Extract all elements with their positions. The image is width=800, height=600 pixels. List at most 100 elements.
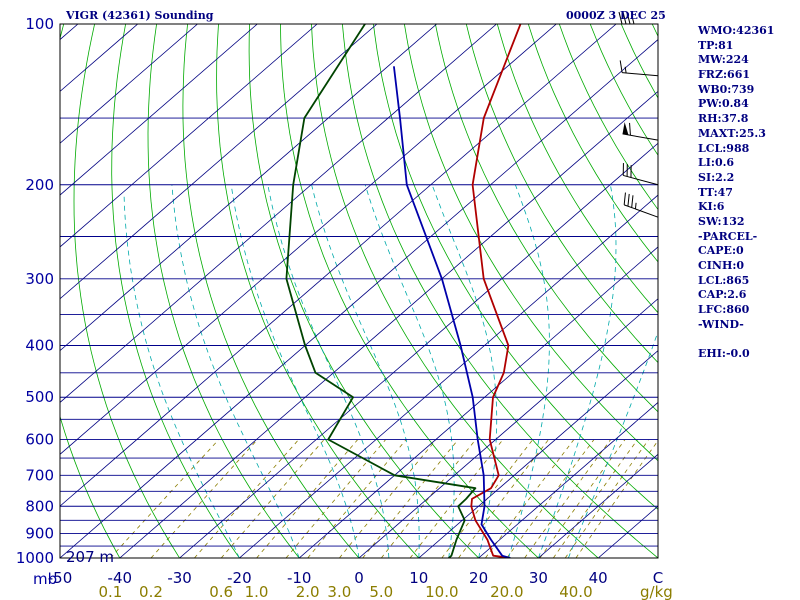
index-item: WMO:42361 — [698, 24, 775, 37]
dry-adiabat — [111, 24, 240, 558]
index-item: PW:0.84 — [698, 97, 749, 111]
index-item: CAP:2.6 — [698, 288, 747, 302]
dry-adiabat — [373, 24, 658, 510]
isotherm — [60, 24, 378, 300]
wind-barb — [623, 192, 659, 218]
isotherm — [358, 298, 658, 558]
station-title: VIGR (42361) Sounding — [66, 9, 214, 22]
index-item: -WIND- — [698, 317, 744, 331]
isotherm — [60, 39, 658, 558]
dewpoint-profile — [285, 24, 477, 558]
pressure-tick-label: 800 — [25, 497, 54, 515]
isotherm — [0, 24, 18, 558]
mixing-ratio-line — [485, 439, 575, 558]
mixing-ratio-line — [458, 439, 549, 558]
index-item: LFC:860 — [698, 303, 750, 317]
wind-barb-staff — [622, 72, 659, 77]
wind-barb-full — [631, 195, 634, 208]
isotherm — [60, 24, 557, 455]
dry-adiabat — [404, 24, 658, 462]
plot-frame — [59, 23, 659, 559]
mixing-ratio-line — [524, 439, 612, 558]
surface-height-label: 207 m — [66, 548, 114, 566]
moist-adiabat — [538, 184, 617, 558]
temperature-tick-label: C — [653, 569, 663, 587]
isotherm — [418, 350, 658, 558]
dry-adiabat — [527, 24, 658, 263]
mixing-ratio-line — [150, 439, 258, 558]
dry-adiabat — [73, 24, 181, 558]
pressure-tick-label: 700 — [25, 466, 54, 484]
mixing-ratio-tick-label: 3.0 — [327, 583, 351, 600]
isotherm — [538, 453, 658, 558]
temperature-tick-label: -40 — [108, 569, 133, 587]
pressure-tick-label: 500 — [25, 388, 54, 406]
index-item: RH:37.8 — [698, 112, 749, 126]
background-grid — [0, 24, 800, 569]
wind-barb — [619, 60, 659, 77]
isotherm — [60, 24, 617, 507]
wind-barb-pennant — [622, 122, 629, 135]
wind-barb-half — [624, 66, 627, 74]
wind-barb-full — [626, 11, 631, 25]
mixing-ratio-line — [307, 439, 407, 558]
isotherm — [239, 194, 658, 558]
pressure-tick-label: 200 — [25, 176, 54, 194]
mixing-ratio-line — [362, 439, 459, 558]
index-item: MW:224 — [698, 53, 749, 67]
mixing-ratio-line — [380, 439, 477, 558]
wind-barb-staff — [624, 204, 659, 218]
temperature-profile — [470, 24, 522, 558]
mixing-ratio-tick-label: 0.1 — [98, 583, 122, 600]
wind-barb-full — [622, 11, 627, 25]
pressure-axis-unit: mb — [33, 570, 57, 588]
wind-barb-full — [619, 60, 623, 73]
temperature-tick-label: 10 — [409, 569, 428, 587]
mixing-ratio-tick-label: 5.0 — [369, 583, 393, 600]
temperature-tick-label: -30 — [167, 569, 192, 587]
mixing-ratio-line — [256, 439, 359, 558]
isotherm — [60, 24, 318, 248]
mixing-ratio-tick-label: 10.0 — [425, 583, 458, 600]
dry-adiabat — [558, 24, 658, 211]
dry-adiabat — [280, 24, 540, 558]
mixing-ratio-tick-label: 20.0 — [490, 583, 523, 600]
wind-barbs — [618, 11, 659, 218]
index-item: TP:81 — [698, 38, 734, 52]
wind-barb-full — [618, 11, 623, 25]
sounding-profiles — [285, 24, 522, 558]
wind-barb-half — [632, 17, 635, 25]
isotherm — [60, 24, 198, 144]
wind-barb — [622, 122, 659, 141]
wind-barb-half — [634, 202, 637, 210]
index-item: LCL:988 — [698, 141, 750, 155]
mixing-ratio-line — [220, 439, 325, 558]
isotherm — [60, 24, 258, 196]
dry-adiabat — [248, 24, 480, 558]
pressure-tick-label: 300 — [25, 270, 54, 288]
wind-barb — [622, 163, 659, 186]
valid-time: 0000Z 3 DEC 25 — [566, 9, 666, 22]
temperature-tick-label: 30 — [529, 569, 548, 587]
mixing-ratio-tick-label: 2.0 — [296, 583, 320, 600]
mixing-ratio-line — [575, 439, 658, 558]
moist-adiabat — [230, 184, 360, 558]
dry-adiabat — [776, 24, 800, 569]
moist-adiabat — [267, 184, 390, 558]
wind-barb-full — [623, 192, 626, 205]
pressure-tick-label: 100 — [25, 15, 54, 33]
index-item: WB0:739 — [698, 82, 755, 96]
dry-adiabat — [216, 24, 420, 558]
dry-adiabat — [182, 24, 360, 558]
mixing-ratio-tick-label: 1.0 — [245, 583, 269, 600]
index-item: FRZ:661 — [698, 68, 751, 82]
isotherm — [60, 24, 497, 403]
mixing-ratio-line — [194, 439, 300, 558]
mixing-ratio-tick-label: 0.6 — [209, 583, 233, 600]
temperature-tick-label: -20 — [227, 569, 252, 587]
temperature-tick-label: -10 — [287, 569, 312, 587]
dry-adiabat — [311, 24, 599, 558]
dry-adiabat — [147, 24, 300, 558]
stability-indices-panel: WMO:42361 TP:81 MW:224 FRZ:661 WB0:739 PW:0.8… — [698, 24, 774, 362]
